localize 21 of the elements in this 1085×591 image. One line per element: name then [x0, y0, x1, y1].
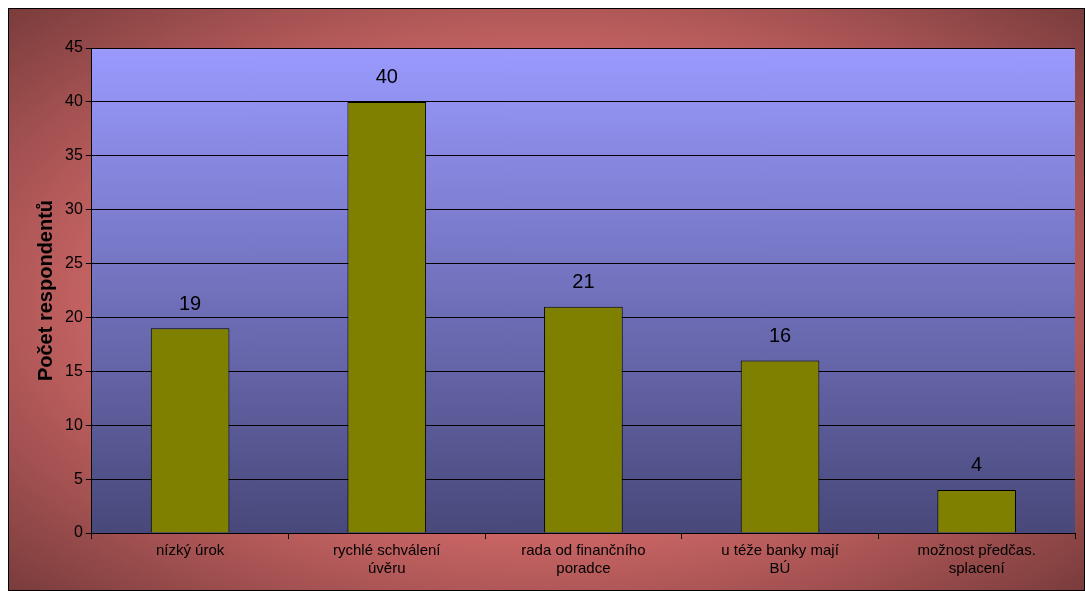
y-tick-label: 40: [65, 92, 83, 110]
y-tick-label: 10: [65, 415, 83, 433]
x-tick-label: rychlé schválení úvěru: [332, 541, 442, 577]
y-axis-title: Počet respondentů: [33, 199, 56, 382]
y-tick-label: 5: [73, 469, 83, 487]
data-label: 19: [178, 291, 202, 314]
x-tick-label: nízký úrok: [155, 541, 225, 559]
y-tick-label: 45: [65, 38, 83, 56]
x-tick-label: možnost předčas. splacení: [917, 541, 1036, 577]
x-tick-label: u téže banky mají BÚ: [721, 541, 840, 577]
y-tick-label: 15: [65, 361, 83, 379]
y-tick-label: 35: [65, 146, 83, 164]
y-tick-label: 25: [65, 253, 83, 271]
x-tick-label: rada od finančního poradce: [521, 541, 646, 577]
data-label: 21: [572, 270, 595, 293]
y-tick-label: 30: [65, 200, 83, 218]
data-label: 4: [971, 453, 983, 476]
data-label: 16: [768, 324, 792, 347]
y-tick-label: 20: [65, 307, 83, 325]
data-label: 40: [375, 65, 398, 88]
y-tick-label: 0: [73, 523, 83, 541]
